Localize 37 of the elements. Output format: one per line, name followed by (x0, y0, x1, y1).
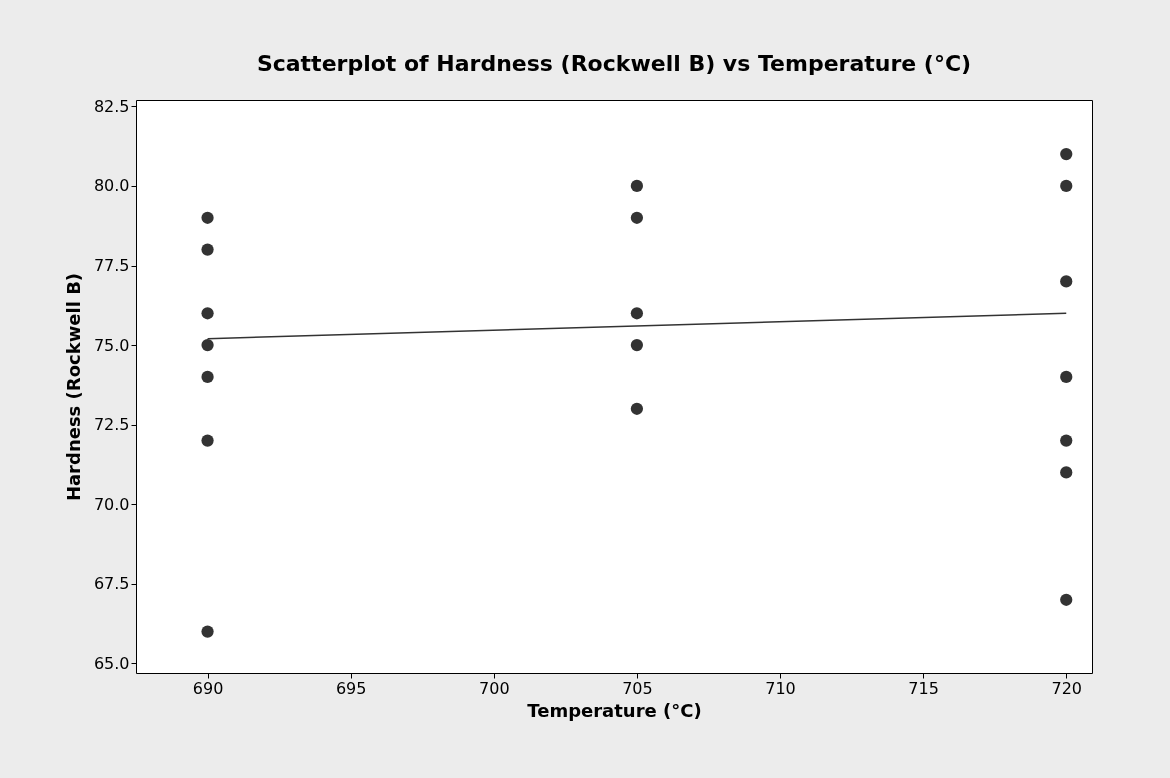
y-tick-label: 65.0 (93, 653, 130, 673)
x-axis-title: Temperature (°C) (527, 699, 702, 721)
point (1060, 593, 1073, 606)
y-tick-label: 67.5 (93, 574, 130, 594)
x-tick-label: 695 (335, 678, 367, 698)
point (201, 211, 214, 224)
x-tick-label: 715 (908, 678, 939, 698)
point (630, 339, 644, 352)
y-tick-label: 72.5 (93, 415, 130, 435)
point (1060, 434, 1073, 447)
point (1060, 466, 1073, 479)
x-tick-label: 690 (192, 678, 224, 698)
point (1060, 370, 1073, 384)
point (201, 339, 214, 352)
x-tick-label: 710 (765, 678, 796, 698)
chart-title: Scatterplot of Hardness (Rockwell B) vs Temperature (°C) (256, 51, 972, 77)
point (201, 625, 214, 638)
y-axis-title: Hardness (Rockwell B) (62, 272, 84, 502)
point (201, 370, 214, 384)
y-tick-label: 70.0 (93, 494, 130, 514)
point (630, 307, 644, 320)
point (201, 434, 214, 447)
x-tick-label: 705 (622, 678, 653, 698)
x-tick-label: 720 (1051, 678, 1083, 698)
y-tick-label: 82.5 (93, 96, 130, 116)
y-tick-label: 75.0 (93, 335, 130, 355)
point (201, 243, 214, 256)
x-tick-label: 700 (479, 678, 510, 698)
point (630, 211, 644, 224)
point (1060, 179, 1073, 193)
point (630, 179, 644, 193)
point (630, 402, 644, 415)
y-tick-label: 77.5 (93, 256, 130, 276)
point (1060, 275, 1073, 288)
y-tick-label: 80.0 (93, 176, 130, 196)
point (201, 307, 214, 320)
point (1060, 148, 1073, 161)
